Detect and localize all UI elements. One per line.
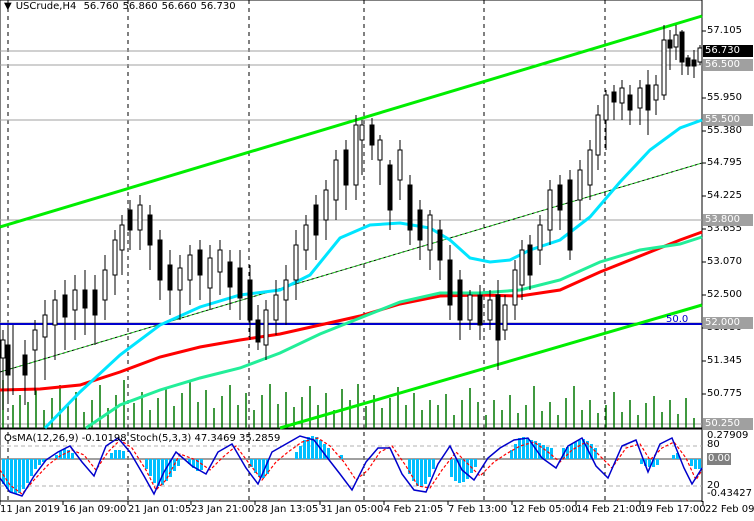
osma-label: OsMA(12,26,9) -0.10198 [4, 433, 127, 444]
stoch-signal-line [0, 437, 703, 495]
candlesticks [0, 25, 703, 410]
time-tick: 16 Jan 09:00 [63, 504, 127, 515]
price-tick: 55.380 [707, 125, 742, 136]
volume-bars [2, 380, 695, 428]
regression-channel [0, 14, 703, 430]
osc-max: 0.27909 [707, 430, 749, 441]
time-tick: 12 Feb 05:00 [512, 504, 578, 515]
low-value: 56.660 [161, 1, 197, 12]
price-tick: 55.950 [707, 92, 742, 103]
osc-min: -0.43427 [707, 488, 752, 499]
osc-level-80: 80 [707, 439, 720, 450]
level-tag: 53.800 [703, 214, 753, 226]
price-tick: 54.795 [707, 157, 742, 168]
level-tag: 52.000 [703, 317, 753, 329]
vertical-gridlines [7, 0, 606, 501]
price-tick: 52.500 [707, 289, 742, 300]
triangle-down-icon[interactable]: ▼ [4, 1, 12, 12]
current-price-tag: 56.730 [703, 45, 753, 57]
time-tick: 4 Feb 21:05 [384, 504, 444, 515]
stoch-label: Stoch(5,3,3) 47.3469 35.2859 [129, 433, 281, 444]
oscillator-header: OsMA(12,26,9) -0.10198 Stoch(5,3,3) 47.3… [4, 433, 280, 444]
time-tick: 23 Jan 21:00 [191, 504, 255, 515]
ema-mid-line [85, 235, 703, 430]
time-tick: 14 Feb 21:00 [576, 504, 642, 515]
level-tag: 55.500 [703, 114, 753, 126]
price-axis-ticks [702, 30, 706, 395]
stoch-main-line [0, 435, 703, 497]
price-tick: 50.775 [707, 388, 742, 399]
level-50-label: 50.0 [666, 314, 689, 325]
open-value: 56.760 [83, 1, 119, 12]
level-tag: 50.250 [703, 418, 753, 430]
high-value: 56.860 [122, 1, 158, 12]
chart-header: ▼ USCrude,H4 56.760 56.860 56.660 56.730 [4, 1, 240, 12]
time-tick: 11 Jan 2019 [0, 504, 60, 515]
time-tick: 22 Feb 09:00 [705, 504, 754, 515]
time-tick: 21 Jan 01:05 [128, 504, 192, 515]
close-value: 56.730 [200, 1, 236, 12]
price-tick: 54.225 [707, 190, 742, 201]
ema-slow-line [0, 230, 703, 392]
main-pane [0, 0, 703, 429]
price-tick: 53.070 [707, 256, 742, 267]
price-tick: 53.655 [707, 223, 742, 234]
osc-level-20: 20 [707, 480, 720, 491]
level-tag: 56.500 [703, 59, 753, 71]
time-tick: 31 Jan 05:00 [320, 504, 384, 515]
time-tick: 7 Feb 13:00 [448, 504, 508, 515]
price-tick: 57.105 [707, 25, 742, 36]
symbol-label: USCrude,H4 [15, 1, 77, 12]
price-tick: 51.345 [707, 355, 742, 366]
time-tick: 28 Jan 13:05 [255, 504, 319, 515]
time-axis-ticks [0, 501, 704, 505]
osc-zero-tag: 0.00 [707, 453, 732, 465]
time-tick: 19 Feb 17:00 [640, 504, 706, 515]
